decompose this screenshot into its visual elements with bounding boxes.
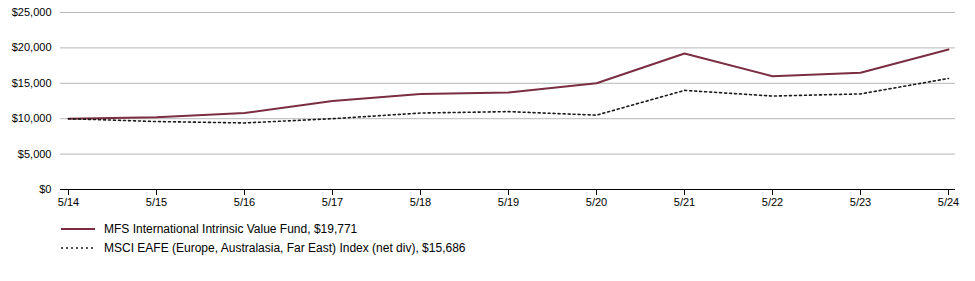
svg-text:5/16: 5/16	[234, 196, 255, 208]
svg-text:5/15: 5/15	[146, 196, 167, 208]
svg-text:5/19: 5/19	[498, 196, 519, 208]
html-text:MSCI EAFE (Europe, Australasia: MSCI EAFE (Europe, Australasia, Far East…	[104, 240, 466, 255]
svg-text:5/17: 5/17	[322, 196, 343, 208]
svg-text:5/24: 5/24	[938, 196, 959, 208]
svg-text:5/14: 5/14	[58, 196, 79, 208]
html-text:MFS International Intrinsic Va: MFS International Intrinsic Value Fund, …	[104, 221, 358, 236]
svg-text:$10,000: $10,000	[12, 112, 52, 124]
svg-text:5/23: 5/23	[850, 196, 871, 208]
svg-text:5/20: 5/20	[586, 196, 607, 208]
svg-text:$25,000: $25,000	[12, 6, 52, 18]
svg-text:5/18: 5/18	[410, 196, 431, 208]
svg-text:$5,000: $5,000	[18, 148, 52, 160]
svg-text:$0: $0	[39, 183, 51, 195]
svg-text:5/22: 5/22	[762, 196, 783, 208]
svg-text:$20,000: $20,000	[12, 41, 52, 53]
svg-text:5/21: 5/21	[674, 196, 695, 208]
svg-text:$15,000: $15,000	[12, 77, 52, 89]
